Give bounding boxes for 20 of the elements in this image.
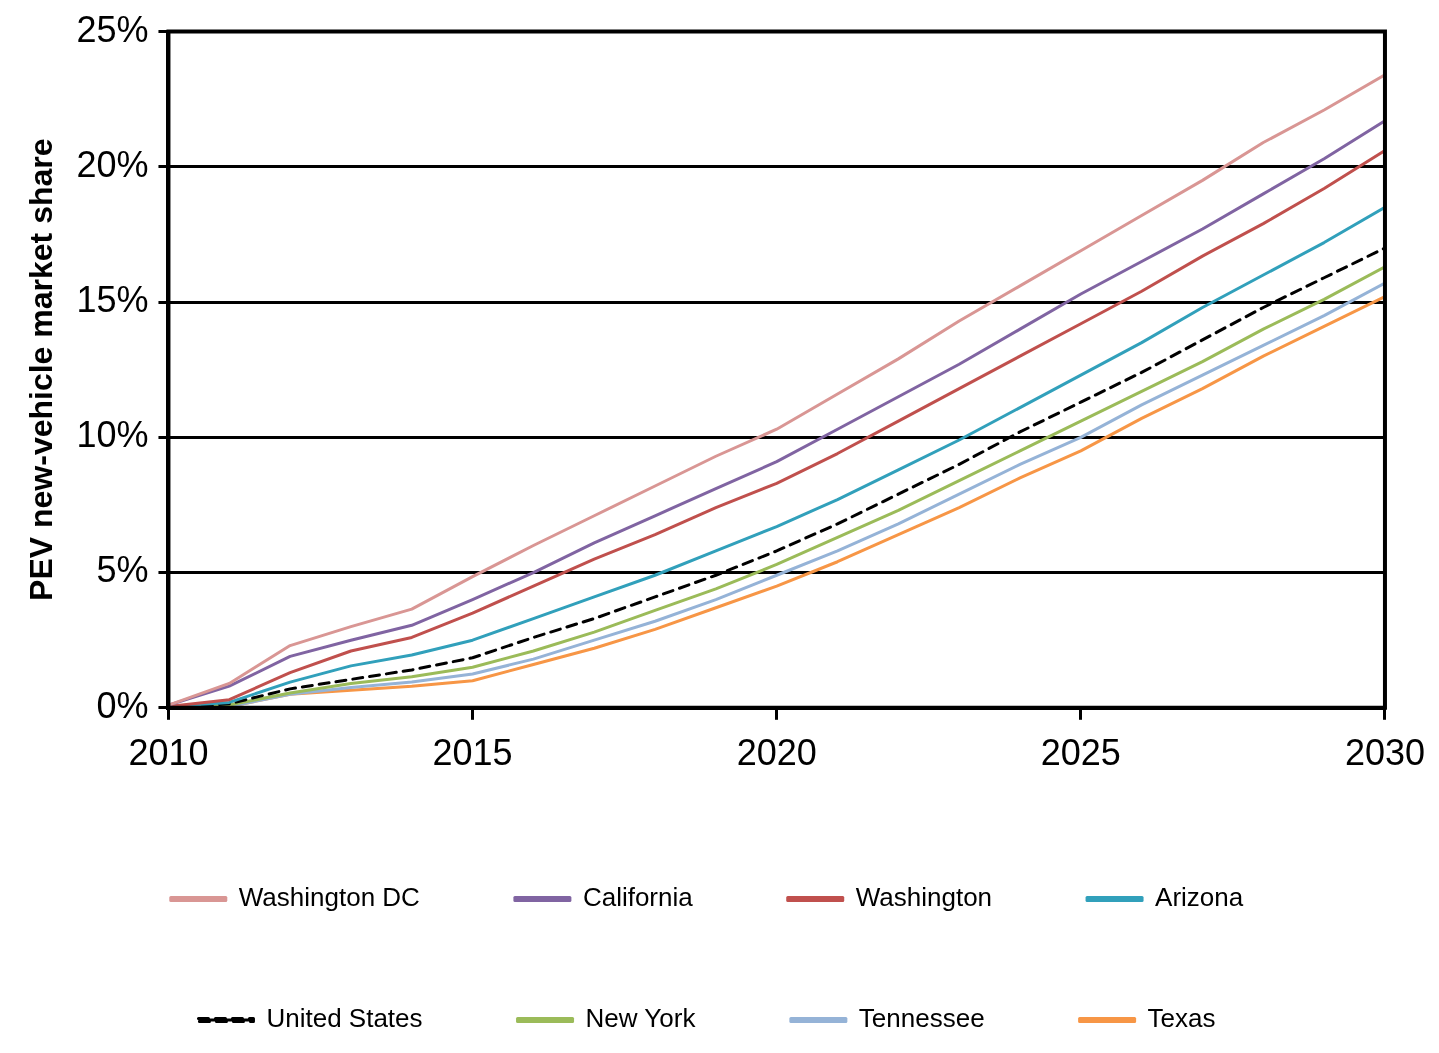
- x-tick-label: 2020: [736, 732, 817, 774]
- legend-label: California: [582, 882, 694, 913]
- x-tick-label: 2015: [432, 732, 513, 774]
- legend-label: Texas: [1147, 1003, 1216, 1034]
- legend-label: Arizona: [1155, 882, 1244, 913]
- y-tick-label: 5%: [96, 549, 149, 591]
- legend-label: New York: [585, 1003, 697, 1034]
- legend-label: Washington: [855, 882, 993, 913]
- x-tick-label: 2025: [1040, 732, 1121, 774]
- y-tick-label: 25%: [76, 8, 149, 50]
- legend-label: Tennessee: [858, 1003, 985, 1034]
- y-tick-label: 10%: [76, 414, 149, 456]
- legend-label: United States: [266, 1003, 423, 1034]
- y-tick-label: 15%: [76, 279, 149, 320]
- y-tick-label: 0%: [96, 684, 149, 726]
- legend-label: Washington DC: [238, 882, 420, 913]
- x-tick-label: 2030: [1344, 732, 1425, 774]
- y-tick-label: 20%: [76, 143, 149, 185]
- y-axis-title: PEV new-vehicle market share: [23, 138, 60, 601]
- x-tick-label: 2010: [128, 732, 209, 774]
